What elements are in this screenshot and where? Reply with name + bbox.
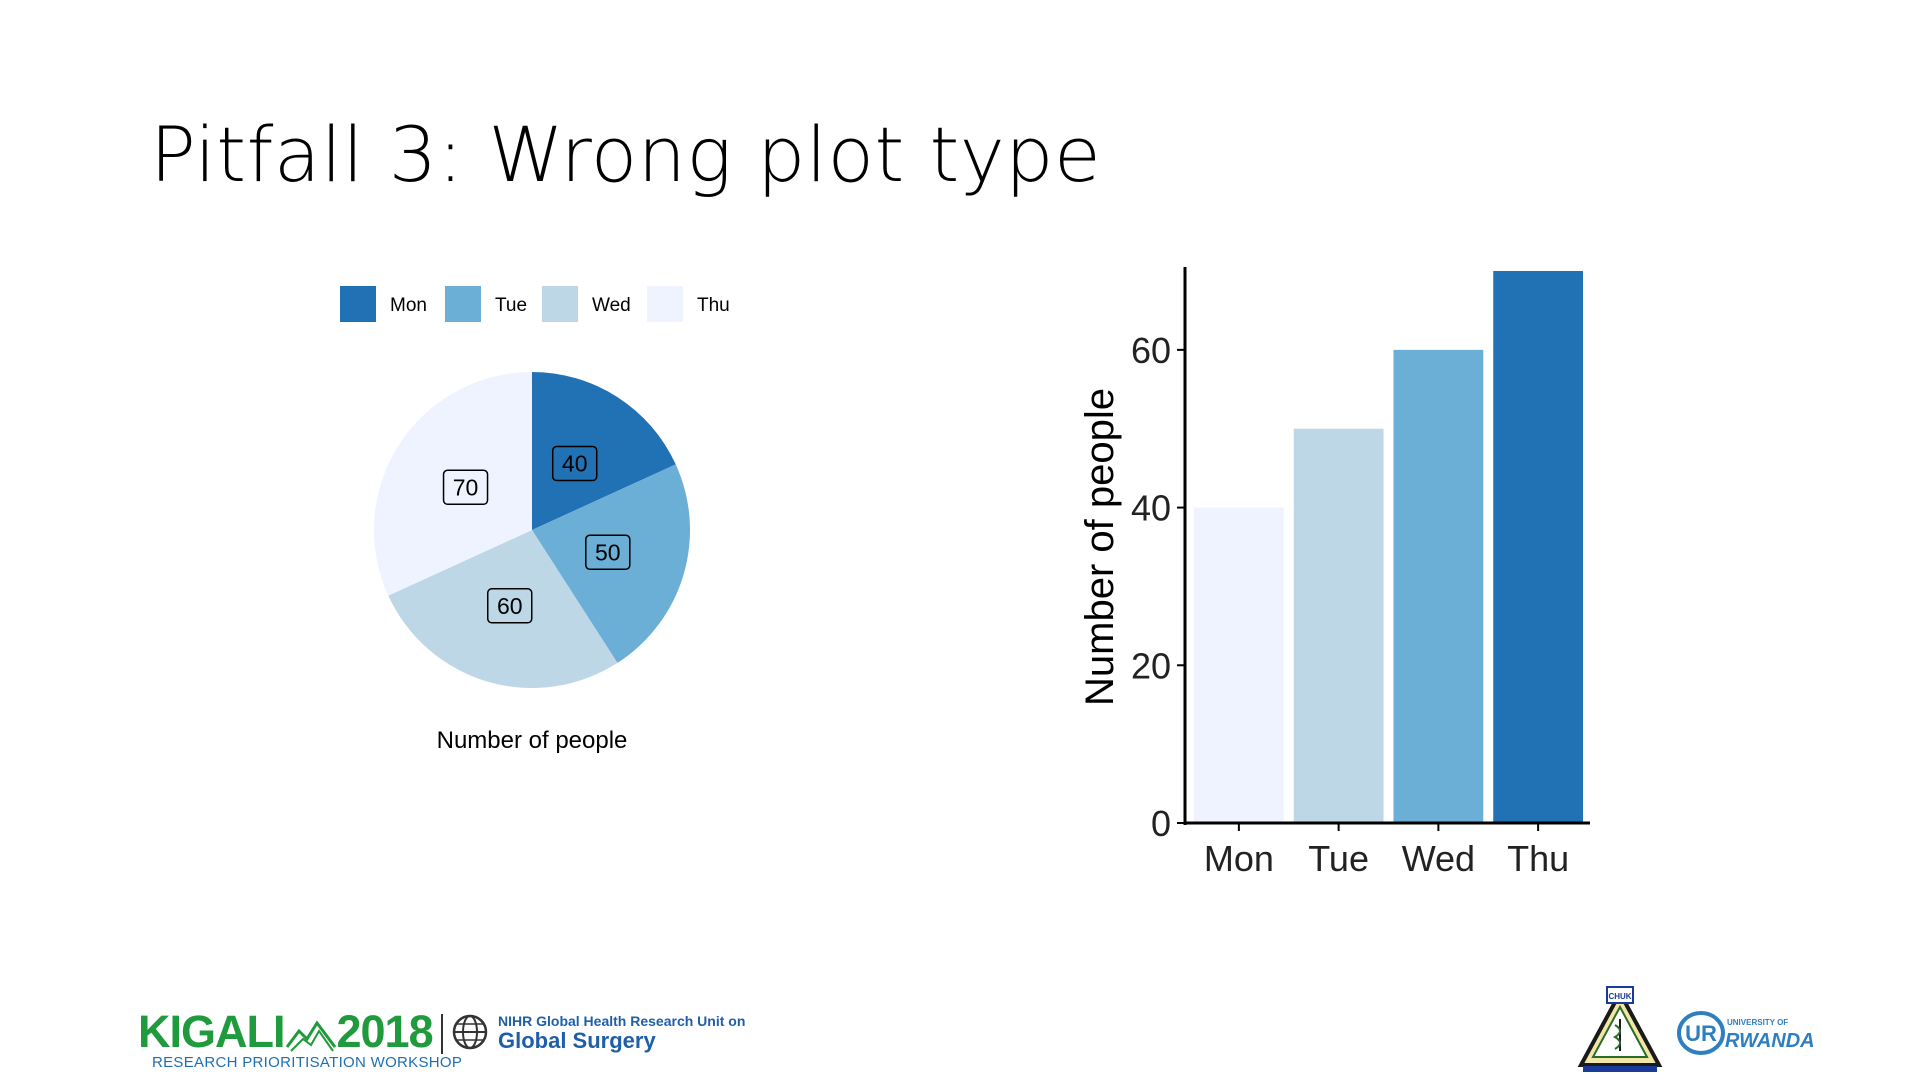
bar-y-tick-label: 0 <box>1151 803 1171 844</box>
pie-slice-mon <box>532 372 676 530</box>
bar-wed <box>1393 349 1484 823</box>
legend-swatch-wed <box>542 286 578 322</box>
kigali-text: KIGALI <box>138 1006 285 1057</box>
kigali-2018-logo: KIGALI 2018 <box>138 1006 434 1058</box>
bar-x-tick-label-mon: Mon <box>1204 838 1274 879</box>
nihr-line-1: NIHR Global Health Research Unit on <box>498 1013 746 1029</box>
bar-bars <box>1193 271 1584 823</box>
legend-label-mon: Mon <box>390 295 427 316</box>
pie-label-wed: 60 <box>497 593 523 619</box>
pie-label-thu: 70 <box>453 474 479 500</box>
bar-thu <box>1493 271 1584 823</box>
bar-y-axis: 0 20 40 60 <box>1131 267 1187 844</box>
kigali-subtitle: RESEARCH PRIORITISATION WORKSHOP <box>152 1054 463 1071</box>
legend-label-wed: Wed <box>592 295 631 316</box>
footer-divider <box>441 1014 443 1054</box>
ur-main-text: RWANDA <box>1725 1030 1815 1052</box>
ur-mark: UR <box>1685 1021 1717 1046</box>
pie-label-box-thu <box>442 469 489 506</box>
bar-tue <box>1293 428 1384 823</box>
pie-label-mon: 40 <box>562 451 588 477</box>
nihr-line-2: Global Surgery <box>498 1028 656 1053</box>
bar-x-tick-label-wed: Wed <box>1402 838 1475 879</box>
legend-swatch-mon <box>340 286 376 322</box>
pie-slice-wed <box>388 530 618 688</box>
pie-legend: Mon Tue Wed Thu <box>340 286 730 322</box>
footer-logos-right: CHUK UR UNIVERSITY OF RWANDA <box>1575 985 1815 1075</box>
bar-chart: Number of people 0 20 40 60 Mon Tue Wed Thu <box>1078 267 1590 879</box>
pie-label-box-wed <box>486 588 533 624</box>
pie-label-box-mon <box>551 445 598 482</box>
pie-label-box-tue <box>585 534 631 571</box>
slide-title: Pitfall 3: Wrong plot type <box>150 110 1102 199</box>
bar-y-tick-label: 60 <box>1131 330 1171 371</box>
bar-y-tick-label: 20 <box>1131 645 1171 686</box>
legend-swatch-tue <box>445 286 481 322</box>
bar-y-tick-label: 40 <box>1131 488 1171 529</box>
pie-x-axis-label: Number of people <box>437 727 628 754</box>
ur-small-text: UNIVERSITY OF <box>1727 1018 1788 1027</box>
hills-icon <box>285 1020 336 1052</box>
pie-slice-thu <box>373 372 532 596</box>
pie-slices <box>373 372 690 688</box>
chuk-mark: CHUK <box>1608 992 1631 1001</box>
bar-mon <box>1193 507 1284 823</box>
footer-logos-left: KIGALI 2018 RESEARCH PRIORITISATION WORK… <box>138 1000 758 1075</box>
bar-x-tick-label-thu: Thu <box>1507 838 1569 879</box>
university-of-rwanda-logo: UR UNIVERSITY OF RWANDA <box>1677 1011 1815 1055</box>
pie-label-tue: 50 <box>595 539 621 565</box>
bar-x-tick-label-tue: Tue <box>1308 838 1369 879</box>
legend-label-tue: Tue <box>495 295 527 316</box>
pie-labels: 40 50 60 70 <box>442 445 631 624</box>
globe-icon <box>452 1014 488 1050</box>
pie-slice-tue <box>532 464 690 663</box>
bar-x-axis: Mon Tue Wed Thu <box>1183 821 1590 879</box>
legend-label-thu: Thu <box>697 295 730 316</box>
legend-swatch-thu <box>647 286 683 322</box>
chuk-logo: CHUK <box>1577 986 1663 1072</box>
pie-chart: Mon Tue Wed Thu 40 50 60 70 Number of people <box>340 286 730 754</box>
bar-y-axis-label: Number of people <box>1078 388 1122 706</box>
kigali-year: 2018 <box>336 1006 434 1057</box>
